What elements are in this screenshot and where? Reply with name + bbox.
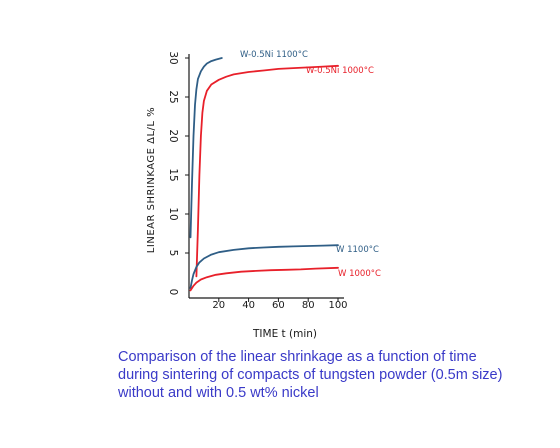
caption-line-3: without and with 0.5 wt% nickel xyxy=(118,385,319,401)
series-line-1 xyxy=(189,57,223,239)
y-axis-title: LINEAR SHRINKAGE ΔL/L % xyxy=(146,107,157,253)
series-label-2: W-0.5Ni 1000°C xyxy=(306,66,374,76)
caption-line-1: Comparison of the linear shrinkage as a … xyxy=(118,349,477,365)
y-tick-label: 20 xyxy=(167,129,179,142)
x-tick-label: 60 xyxy=(272,300,285,311)
series-label-1: W-0.5Ni 1100°C xyxy=(240,50,308,60)
x-axis-title: TIME t (min) xyxy=(252,328,317,340)
y-tick-label: 5 xyxy=(167,250,179,257)
series-line-3 xyxy=(189,244,339,289)
x-tick-label: 100 xyxy=(328,300,347,311)
series-label-3: W 1100°C xyxy=(336,245,379,255)
x-tick-label: 80 xyxy=(302,300,315,311)
series-line-2 xyxy=(195,64,339,278)
series-label-4: W 1000°C xyxy=(338,269,381,279)
x-tick-label: 40 xyxy=(242,300,255,311)
figure-caption: Comparison of the linear shrinkage as a … xyxy=(118,348,548,402)
y-tick-label: 25 xyxy=(167,90,179,103)
caption-line-2: during sintering of compacts of tungsten… xyxy=(118,367,503,383)
y-tick-label: 15 xyxy=(167,168,179,181)
y-tick-label: 10 xyxy=(167,207,179,220)
y-tick-label: 30 xyxy=(167,51,179,64)
y-tick-label: 0 xyxy=(167,289,179,296)
x-tick-label: 20 xyxy=(212,300,225,311)
series-line-4 xyxy=(189,266,339,292)
